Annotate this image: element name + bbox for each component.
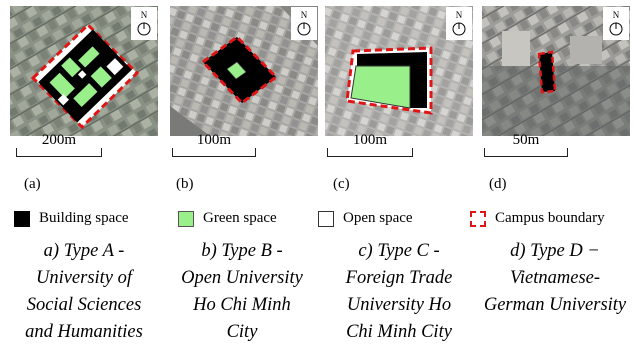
caption-d: d) Type D − Vietnamese- German Universit… bbox=[476, 238, 634, 350]
caption-line: Open University bbox=[181, 268, 303, 288]
panel-letter-c: (c) bbox=[333, 176, 350, 192]
compass-n-label: N bbox=[301, 10, 308, 20]
green-space bbox=[226, 61, 247, 80]
caption-line: University Ho bbox=[346, 295, 452, 315]
scale-label: 50m bbox=[512, 132, 540, 148]
open-swatch-icon bbox=[318, 210, 334, 227]
legend-label: Building space bbox=[39, 210, 129, 226]
caption-line: d) Type D − bbox=[510, 241, 600, 261]
compass-n-label: N bbox=[456, 10, 463, 20]
legend-item-open: Open space bbox=[318, 210, 413, 227]
caption-line: b) Type B - bbox=[201, 241, 283, 261]
legend-item-building: Building space bbox=[14, 210, 129, 227]
caption-line: Ho Chi Minh bbox=[193, 295, 291, 315]
panel-letter-d: (d) bbox=[489, 176, 507, 192]
caption-line: German University bbox=[483, 295, 627, 315]
compass-icon: N bbox=[446, 7, 472, 40]
campus-a bbox=[30, 22, 140, 130]
map-panel-d: N bbox=[482, 6, 630, 136]
legend-label: Campus boundary bbox=[495, 210, 605, 226]
map-panel-a: N bbox=[10, 6, 158, 136]
panel-letter-b: (b) bbox=[176, 176, 194, 192]
compass-n-label: N bbox=[613, 10, 620, 20]
scale-bar-c: 100m bbox=[327, 132, 413, 168]
panel-letter-a: (a) bbox=[24, 176, 41, 192]
scale-bar-b: 100m bbox=[172, 132, 256, 168]
caption-line: Chi Minh City bbox=[346, 322, 452, 342]
building-swatch-icon bbox=[14, 210, 30, 227]
caption-line: and Humanities bbox=[25, 322, 143, 342]
caption-line: Vietnamese- bbox=[509, 268, 601, 288]
scale-bar-a: 200m bbox=[16, 132, 102, 168]
scale-bar-d: 50m bbox=[484, 132, 568, 168]
caption-line: Social Sciences bbox=[26, 295, 142, 315]
scale-label: 100m bbox=[352, 132, 388, 148]
caption-b: b) Type B - Open University Ho Chi Minh … bbox=[163, 238, 321, 350]
caption-line: City bbox=[226, 322, 258, 342]
caption-a: a) Type A - University of Social Science… bbox=[5, 238, 163, 350]
caption-line: a) Type A - bbox=[43, 241, 125, 261]
map-panel-b: N bbox=[170, 6, 318, 136]
green-space bbox=[350, 65, 411, 109]
compass-icon: N bbox=[603, 7, 629, 40]
compass-icon: N bbox=[131, 7, 157, 40]
legend-item-green: Green space bbox=[178, 210, 277, 227]
caption-line: c) Type C - bbox=[358, 241, 440, 261]
legend-label: Green space bbox=[203, 210, 277, 226]
caption-line: University of bbox=[35, 268, 133, 288]
compass-n-label: N bbox=[141, 10, 148, 20]
compass-icon: N bbox=[291, 7, 317, 40]
campus-b bbox=[200, 35, 279, 106]
scale-label: 200m bbox=[41, 132, 77, 148]
scale-label: 100m bbox=[196, 132, 232, 148]
campus-c bbox=[345, 46, 433, 115]
legend-label: Open space bbox=[343, 210, 413, 226]
green-swatch-icon bbox=[178, 210, 194, 227]
caption-line: Foreign Trade bbox=[345, 268, 453, 288]
map-panel-c: N bbox=[325, 6, 473, 136]
campus-d bbox=[537, 50, 557, 94]
caption-c: c) Type C - Foreign Trade University Ho … bbox=[320, 238, 478, 350]
legend: Building space Green space Open space Ca… bbox=[0, 210, 640, 232]
campus-boundary bbox=[537, 50, 557, 94]
legend-item-boundary: Campus boundary bbox=[470, 210, 605, 227]
boundary-swatch-icon bbox=[470, 210, 486, 227]
